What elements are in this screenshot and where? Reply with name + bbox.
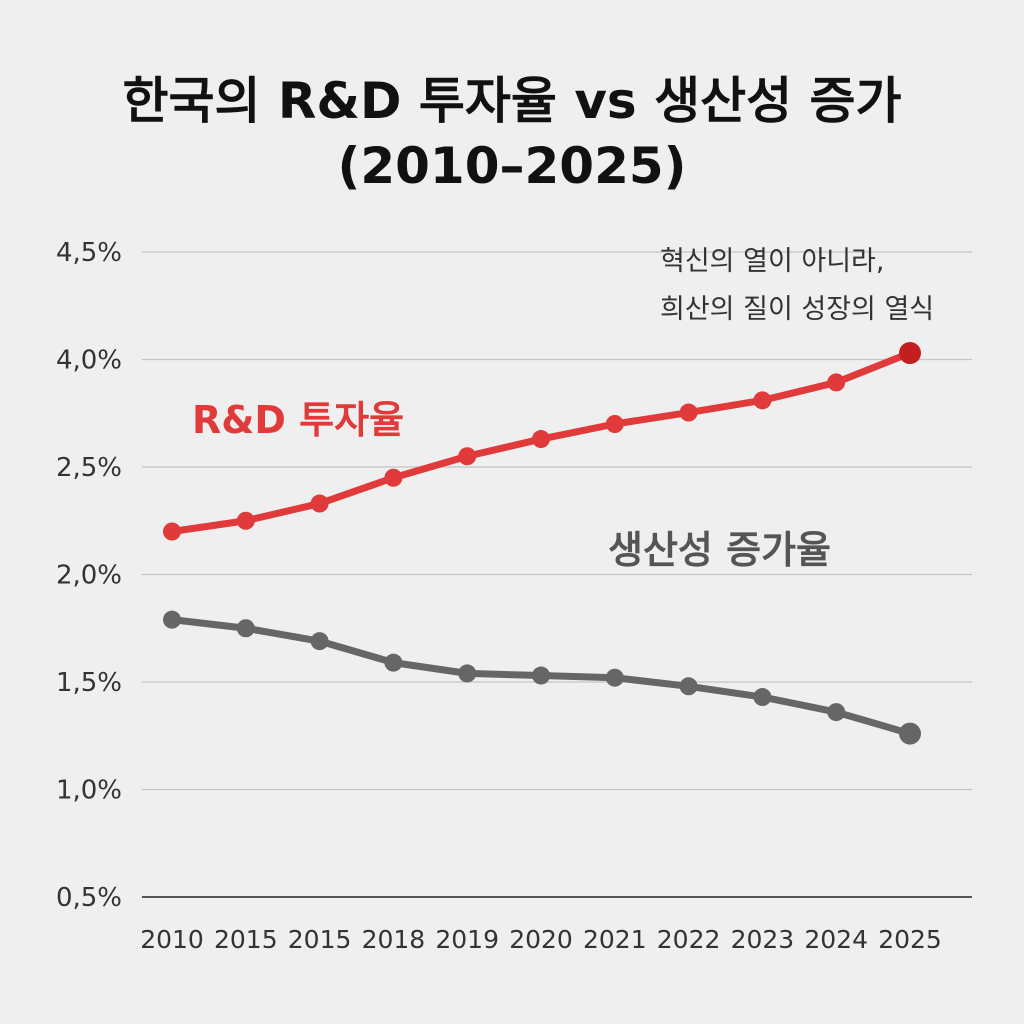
series-lines (163, 342, 921, 745)
data-point (753, 391, 772, 410)
x-tick-label: 2019 (435, 925, 499, 954)
data-point (679, 677, 698, 696)
y-tick-label: 2,5% (56, 453, 122, 483)
data-point (679, 403, 698, 422)
x-tick-label: 2024 (804, 925, 868, 954)
annotation-line1: 혁신의 열이 아니라, (660, 246, 884, 277)
data-point (827, 703, 846, 722)
data-point (384, 653, 403, 672)
y-tick-label: 1,0% (56, 776, 122, 806)
y-tick-label: 4,5% (56, 238, 122, 268)
x-tick-label: 2025 (878, 925, 942, 954)
x-tick-label: 2018 (362, 925, 426, 954)
data-point (310, 494, 329, 513)
data-point (236, 619, 255, 638)
x-tick-label: 2010 (140, 925, 204, 954)
data-point (753, 688, 772, 707)
y-tick-label: 4,0% (56, 346, 122, 376)
data-point (236, 511, 255, 530)
data-point (899, 342, 921, 365)
x-axis: 2010 2015 2015 2018 2019 2020 2021 2022 2023 2024… (140, 925, 942, 954)
data-point (458, 447, 477, 466)
data-point (458, 664, 477, 683)
y-tick-label: 1,5% (56, 668, 122, 698)
y-tick-label: 2,0% (56, 561, 122, 591)
annotation-line2: 희산의 질이 성장의 열식 (660, 294, 934, 325)
x-tick-label: 2015 (214, 925, 278, 954)
data-point (827, 373, 846, 392)
data-point (384, 468, 403, 487)
x-tick-label: 2015 (288, 925, 352, 954)
x-tick-label: 2023 (731, 925, 795, 954)
series-label-productivity: 생산성 증가율 (608, 528, 831, 572)
data-point (163, 522, 181, 541)
data-point (605, 668, 624, 687)
data-point (532, 666, 550, 685)
data-point (163, 610, 181, 629)
x-tick-label: 2020 (509, 925, 573, 954)
y-axis: 4,5% 4,0% 2,5% 2,0% 1,5% 1,0% 0,5% (56, 238, 122, 913)
series-label-rnd: R&D 투자율 (192, 398, 404, 442)
x-tick-label: 2022 (657, 925, 721, 954)
x-tick-label: 2021 (583, 925, 647, 954)
data-point (532, 430, 550, 449)
y-tick-label: 0,5% (56, 883, 122, 913)
data-point (899, 722, 921, 745)
chart-title-line2: (2010–2025) (337, 137, 686, 195)
gridlines (142, 251, 972, 898)
chart-title-line1: 한국의 R&D 투자율 vs 생산성 증가 (123, 72, 902, 130)
data-point (605, 415, 624, 433)
data-point (310, 632, 329, 651)
